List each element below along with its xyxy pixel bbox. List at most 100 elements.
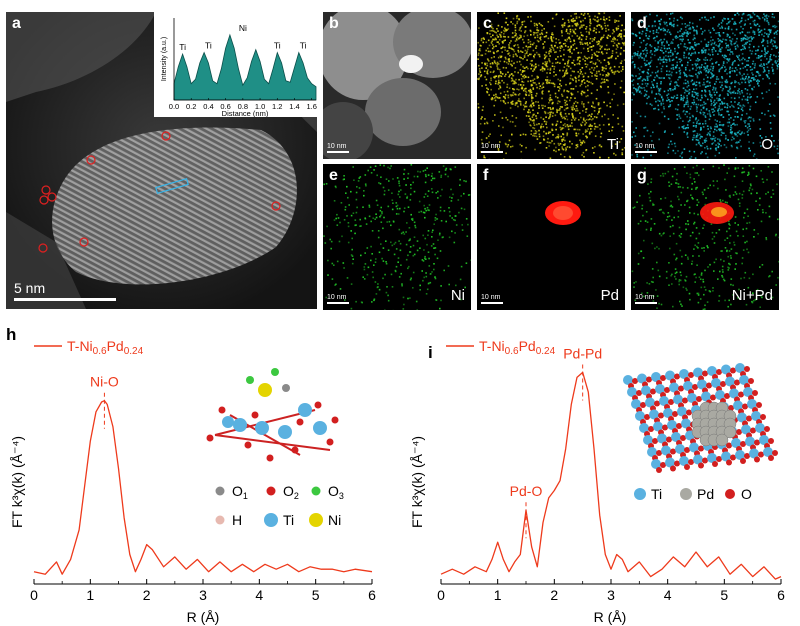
panel-f-scalebar: 10 nm xyxy=(481,294,503,304)
peak-label: Ni-O xyxy=(90,374,119,390)
panel-c-scalebar: 10 nm xyxy=(481,143,503,153)
haadf-image xyxy=(323,12,471,159)
x-tick-label: 0 xyxy=(437,587,445,603)
inset-tick-label: 1.6 xyxy=(306,102,316,111)
panel-e-label: e xyxy=(329,167,338,184)
x-tick-label: 0 xyxy=(30,587,38,603)
panel-a-scale-text: 5 nm xyxy=(14,280,46,296)
panel-d-element: O xyxy=(761,136,773,153)
peak-label: Pd-Pd xyxy=(563,345,602,361)
profile-area xyxy=(173,33,317,101)
legend-atom-label: Ni xyxy=(328,512,341,528)
x-tick-label: 2 xyxy=(550,587,558,603)
line-profile-chart: 0.0 0.2 0.4 0.6 0.8 1.0 1.2 1.4 1.6 Distance (nm)… xyxy=(161,18,317,118)
inset-tick-label: 1.0 xyxy=(255,102,265,111)
panel-f-pd-map: f 10 nm Pd xyxy=(477,164,625,310)
panel-g-scale-text: 10 nm xyxy=(635,294,655,301)
legend-atom-marker xyxy=(634,488,646,500)
inset-tick-label: 0.6 xyxy=(220,102,230,111)
panel-c-scale-text: 10 nm xyxy=(481,143,501,150)
panel-a-scalebar: 5 nm xyxy=(14,280,116,301)
pd-map-image xyxy=(477,164,625,310)
x-tick-label: 4 xyxy=(255,587,263,603)
h-molecule-inset xyxy=(206,368,339,462)
h-xlabel: R (Å) xyxy=(187,609,220,625)
panel-b-label: b xyxy=(329,15,339,32)
panel-b-scale-text: 10 nm xyxy=(327,143,347,150)
legend-atom-label: Ti xyxy=(283,512,294,528)
chart-h: h T-Ni0.6Pd0.24 FT k³χ(k) (Å⁻⁴) R (Å) O1… xyxy=(6,325,376,625)
x-tick-label: 1 xyxy=(86,587,94,603)
legend-atom-marker xyxy=(725,489,735,499)
panel-g-scalebar: 10 nm xyxy=(635,294,657,304)
legend-atom-marker xyxy=(215,515,225,525)
ft-curve xyxy=(440,371,782,580)
legend-atom-marker xyxy=(311,486,321,496)
panel-g-label: g xyxy=(637,167,647,184)
legend-i-text: T-Ni0.6Pd0.24 xyxy=(479,338,556,357)
legend-atom-label: O3 xyxy=(328,483,344,501)
ni-map-image xyxy=(323,164,471,310)
legend-atom-label: H xyxy=(232,512,242,528)
legend-i-atoms: Ti Pd O xyxy=(634,486,752,502)
x-tick-label: 2 xyxy=(143,587,151,603)
panel-d-o-map: d 10 nm O xyxy=(631,12,779,159)
i-xlabel: R (Å) xyxy=(594,609,627,625)
inset-tick-label: 1.4 xyxy=(289,102,299,111)
ft-curve xyxy=(33,400,373,575)
inset-peak-label: Ti xyxy=(300,41,307,51)
panel-f-scale-text: 10 nm xyxy=(481,294,501,301)
inset-tick-label: 0.2 xyxy=(186,102,196,111)
legend-atom-marker xyxy=(680,488,692,500)
panel-d-scale-text: 10 nm xyxy=(635,143,655,150)
ti-map-image xyxy=(477,12,625,159)
panel-a-label: a xyxy=(12,15,21,32)
legend-atom-marker xyxy=(309,513,323,527)
inset-tick-label: 1.2 xyxy=(272,102,282,111)
i-ylabel: FT k³χ(k) (Å⁻⁴) xyxy=(409,436,425,528)
x-tick-label: 6 xyxy=(777,587,785,603)
legend-atom-label: Pd xyxy=(697,486,714,502)
legend-atom-label: O xyxy=(741,486,752,502)
legend-atom-label: O2 xyxy=(283,483,299,501)
panel-e-scale-text: 10 nm xyxy=(327,294,347,301)
panel-e-ni-map: e 10 nm Ni xyxy=(323,164,471,310)
chart-i: i T-Ni0.6Pd0.24 FT k³χ(k) (Å⁻⁴) R (Å) Ti… xyxy=(409,338,785,625)
panel-b-haadf: b 10 nm xyxy=(323,12,471,159)
panel-f-element: Pd xyxy=(600,287,619,304)
panel-d-scalebar: 10 nm xyxy=(635,143,657,153)
inset-ylabel: Intensity (a.u.) xyxy=(161,37,168,81)
inset-peak-label: Ti xyxy=(179,42,186,52)
inset-tick-label: 0.0 xyxy=(169,102,179,111)
line-profile-inset: 0.0 0.2 0.4 0.6 0.8 1.0 1.2 1.4 1.6 Distance (nm)… xyxy=(154,12,317,118)
legend-atom-label: O1 xyxy=(232,483,248,501)
panel-c-label: c xyxy=(483,15,492,32)
panel-i-label: i xyxy=(428,343,433,362)
legend-atom-marker xyxy=(215,486,225,496)
inset-tick-label: 0.8 xyxy=(238,102,248,111)
o-map-image xyxy=(631,12,779,159)
legend-atom-marker xyxy=(266,486,276,496)
legend-atom-label: Ti xyxy=(651,486,662,502)
x-tick-label: 1 xyxy=(494,587,502,603)
panel-c-ti-map: c 10 nm Ti xyxy=(477,12,625,159)
panel-g-overlay-map: g 10 nm Ni+Pd xyxy=(631,164,779,310)
panel-f-label: f xyxy=(483,167,489,184)
panel-a-stem-image: a 5 nm 0.0 0.2 0.4 0.6 0.8 1.0 1.2 1.4 1.6 Distan… xyxy=(6,12,317,309)
x-tick-label: 4 xyxy=(664,587,672,603)
legend-h-atoms: O1 O2 O3 H Ti Ni xyxy=(215,483,344,528)
x-tick-label: 6 xyxy=(368,587,376,603)
peak-label: Pd-O xyxy=(510,483,543,499)
panel-e-element: Ni xyxy=(450,287,465,304)
x-tick-label: 5 xyxy=(312,587,320,603)
inset-tick-label: 0.4 xyxy=(203,102,213,111)
panel-e-scalebar: 10 nm xyxy=(327,294,349,304)
panel-g-element: Ni+Pd xyxy=(731,287,773,304)
overlay-map-image xyxy=(631,164,779,310)
inset-peak-label: Ti xyxy=(274,41,281,51)
panel-d-label: d xyxy=(637,15,647,32)
h-ylabel: FT k³χ(k) (Å⁻⁴) xyxy=(9,436,25,528)
panel-h-label: h xyxy=(6,325,16,344)
panel-c-element: Ti xyxy=(607,136,619,153)
x-tick-label: 3 xyxy=(199,587,207,603)
